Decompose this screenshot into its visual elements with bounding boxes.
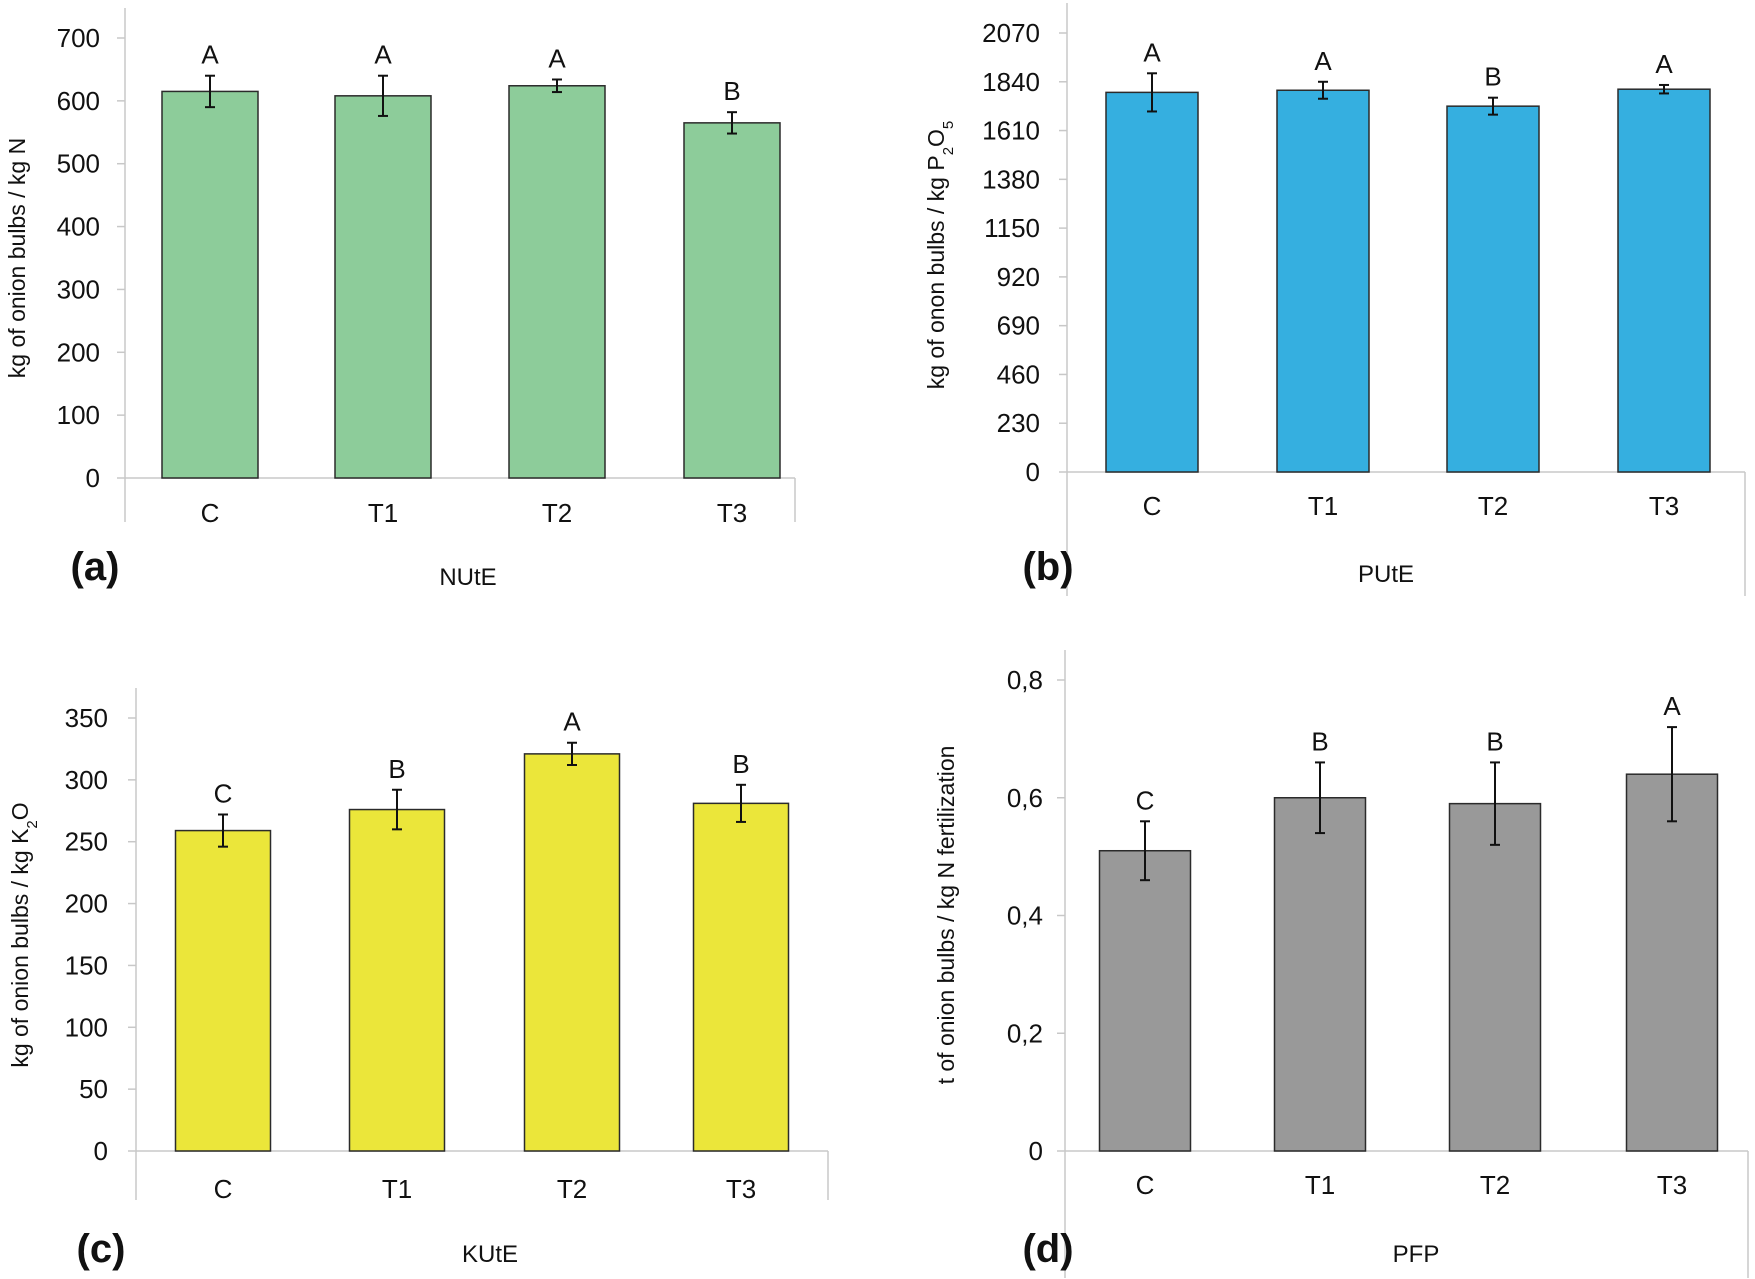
y-tick-label: 250 [65,827,108,857]
bar-C [174,829,272,1152]
significance-letter: A [201,40,219,70]
y-axis-label: kg of onon bulbs / kg P2O5 [923,121,957,390]
y-tick-label: 200 [65,889,108,919]
y-tick-label: 1150 [984,213,1040,243]
panel-label: (c) [77,1227,126,1271]
x-category-label: T2 [1478,491,1508,521]
x-category-label: T3 [1657,1170,1687,1200]
x-category-label: T1 [382,1174,412,1204]
x-category-label: C [214,1174,233,1204]
y-tick-label: 1380 [982,164,1040,194]
chart-panel-3: 0 50 100 150 200 250 300 350 kg of onion bulbs /… [7,688,829,1271]
chart-panel-4: 0 0,2 0,4 0,6 0,8 t of onion bulbs / kg N fer… [933,650,1749,1278]
significance-letter: A [1143,37,1161,67]
bar-T1 [334,95,432,479]
x-category-label: C [1143,491,1162,521]
y-tick-label: 0,6 [1007,783,1043,813]
y-tick-label: 2070 [982,18,1040,48]
y-tick-label: 50 [79,1074,108,1104]
x-category-label: T3 [726,1174,756,1204]
bar-T3 [1625,773,1719,1152]
x-axis-label: PFP [1393,1241,1440,1268]
bar-C [1098,849,1192,1152]
significance-letter: B [723,76,740,106]
significance-letter: B [732,749,749,779]
x-axis-label: PUtE [1358,561,1414,588]
significance-letter: A [374,40,392,70]
x-category-label: C [1136,1170,1155,1200]
y-tick-label: 300 [57,274,100,304]
panel-label: (a) [71,545,120,589]
y-tick-label: 0 [1029,1136,1043,1166]
y-tick-label: 0,8 [1007,665,1043,695]
significance-letter: A [548,43,566,73]
chart-panel-2: 0 230 460 690 920 1150 1380 1610 1840 2070 kg of o… [923,3,1746,596]
significance-letter: C [214,778,233,808]
bar-C [161,90,259,479]
y-tick-label: 700 [57,23,100,53]
significance-letter: B [1486,726,1503,756]
x-category-label: T2 [542,498,572,528]
y-tick-label: 0 [86,463,100,493]
bar-T1 [1276,89,1370,473]
y-tick-label: 100 [57,400,100,430]
y-tick-label: 230 [997,408,1040,438]
panel-label: (d) [1022,1227,1073,1271]
significance-letter: A [1663,691,1681,721]
x-category-label: C [201,498,220,528]
bar-T2 [1448,802,1542,1152]
y-tick-label: 500 [57,149,100,179]
y-tick-label: 400 [57,212,100,242]
x-axis-label: NUtE [439,564,496,591]
y-tick-label: 600 [57,86,100,116]
y-tick-label: 0,4 [1007,901,1043,931]
significance-letter: C [1136,785,1155,815]
significance-letter: A [1655,49,1673,79]
y-tick-label: 100 [65,1012,108,1042]
significance-letter: A [563,707,581,737]
significance-letter: B [388,754,405,784]
y-tick-label: 150 [65,950,108,980]
y-tick-label: 460 [997,359,1040,389]
y-axis-label: kg of onion bulbs / kg N [4,138,30,378]
x-category-label: T1 [368,498,398,528]
x-category-label: T3 [717,498,747,528]
y-tick-label: 200 [57,337,100,367]
y-tick-label: 0,2 [1007,1018,1043,1048]
significance-letter: B [1311,726,1328,756]
bar-T1 [348,808,446,1152]
bar-T3 [683,122,781,479]
bar-C [1105,91,1199,473]
significance-letter: B [1484,62,1501,92]
bar-T2 [508,85,606,479]
x-category-label: T1 [1305,1170,1335,1200]
y-tick-label: 300 [65,765,108,795]
x-category-label: T1 [1308,491,1338,521]
x-category-label: T2 [1480,1170,1510,1200]
y-tick-label: 350 [65,703,108,733]
bar-T2 [1446,105,1540,473]
bar-T3 [1617,88,1711,473]
chart-panel-1: 0 100 200 300 400 500 600 700 kg of onion bulbs … [4,8,796,591]
x-category-label: T2 [557,1174,587,1204]
significance-letter: A [1314,46,1332,76]
y-tick-label: 1610 [982,116,1040,146]
y-axis-label: kg of onion bulbs / kg K2O [7,802,41,1067]
bar-T1 [1273,797,1367,1152]
y-tick-label: 1840 [982,67,1040,97]
x-category-label: T3 [1649,491,1679,521]
y-axis-label: t of onion bulbs / kg N fertilization [933,746,959,1085]
bar-T2 [523,753,621,1152]
panel-label: (b) [1022,545,1073,589]
x-axis-label: KUtE [462,1241,518,1268]
y-tick-label: 920 [997,262,1040,292]
y-tick-label: 0 [1026,457,1040,487]
y-tick-label: 0 [94,1136,108,1166]
bar-T3 [692,802,790,1152]
y-tick-label: 690 [997,311,1040,341]
